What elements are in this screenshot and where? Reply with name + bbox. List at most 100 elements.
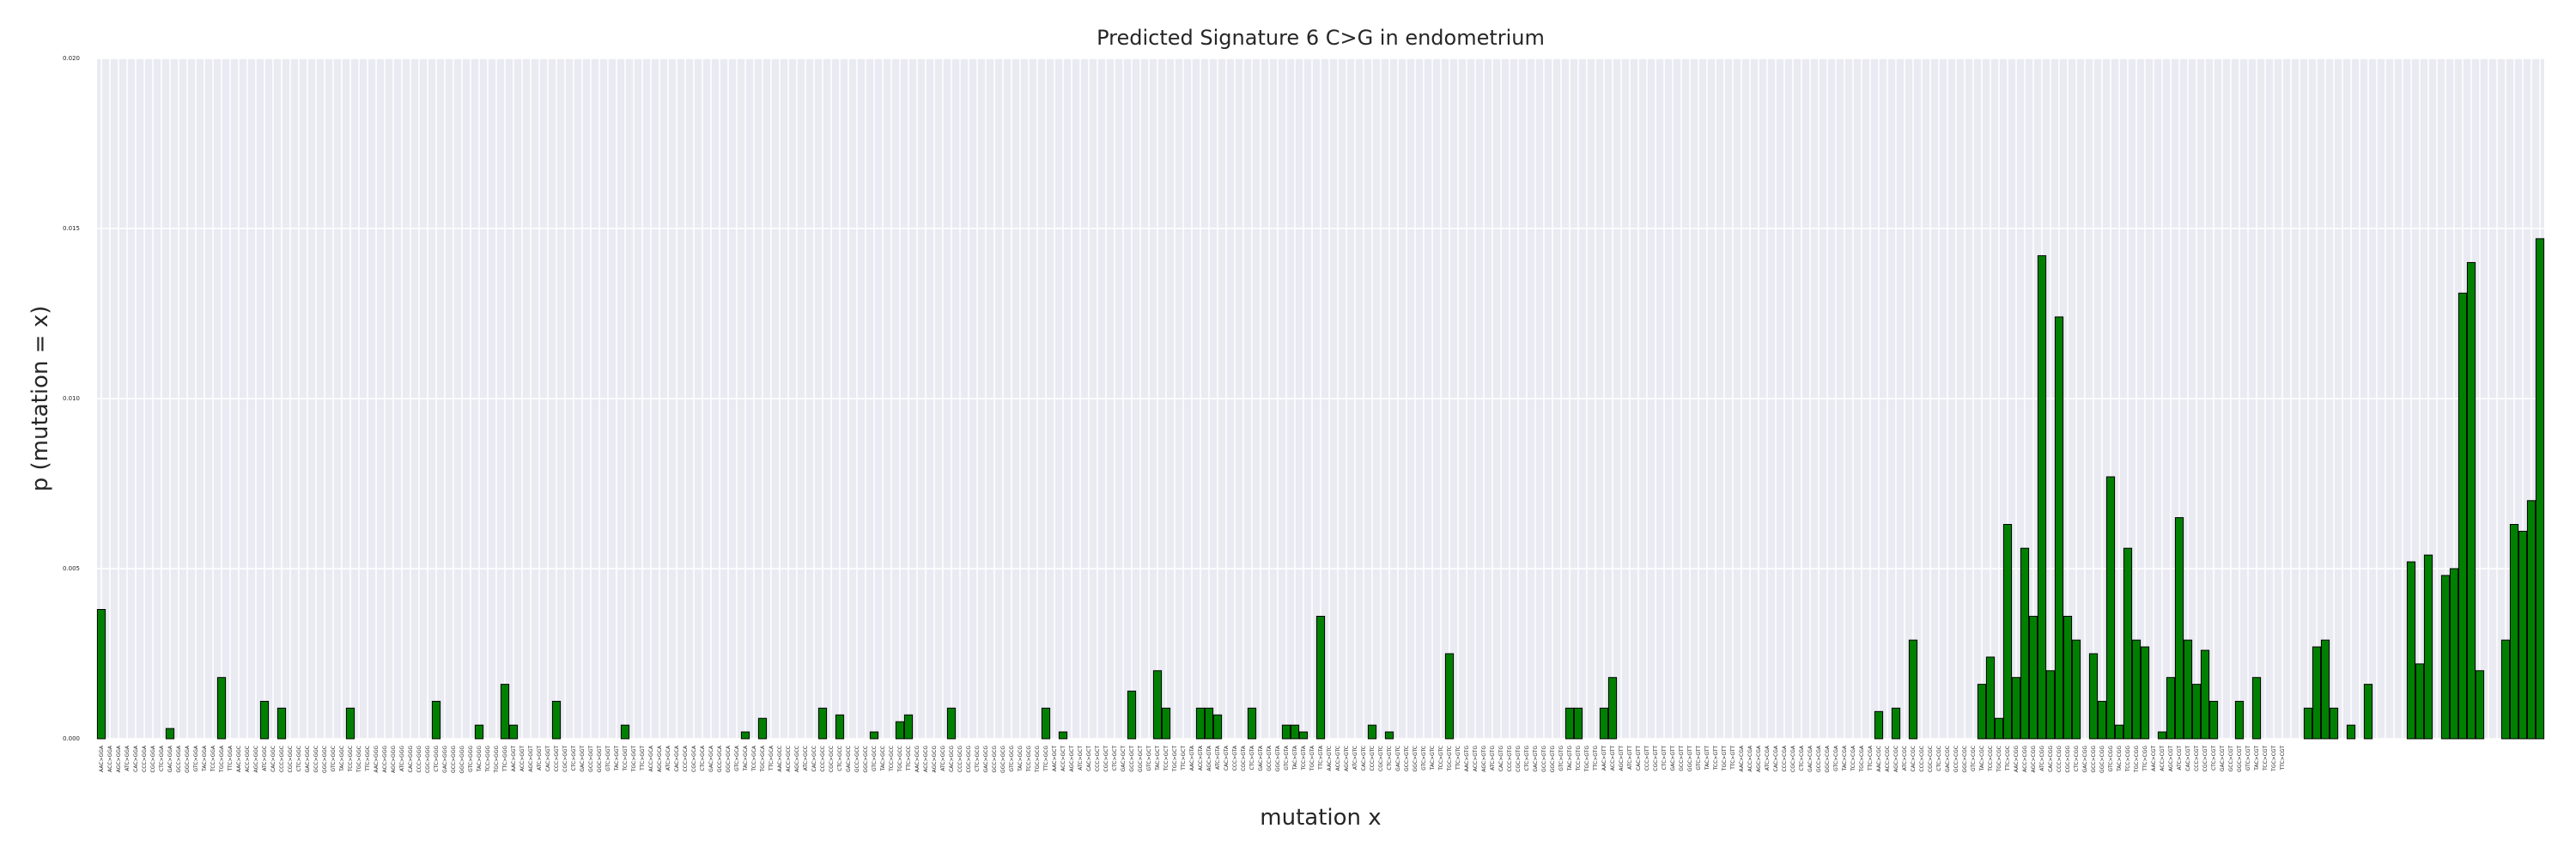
x-tick-label: TTC>GCC <box>906 746 912 771</box>
x-tick-label: GGC>GGA <box>185 745 191 773</box>
chart-title: Predicted Signature 6 C>G in endometrium <box>1097 26 1545 50</box>
x-tick-label: CTC>GTG <box>1524 746 1530 771</box>
x-tick-label: ACC>GGT <box>519 746 526 771</box>
x-tick-label: CGC>GTG <box>1516 746 1522 772</box>
bar <box>2011 677 2021 740</box>
x-tick-label: CCC>CGC <box>1919 746 1925 772</box>
bar <box>2303 707 2313 740</box>
bar <box>2458 292 2468 740</box>
x-tick-label: GTC>GCT <box>1146 746 1152 771</box>
bars-group <box>96 238 2545 740</box>
bar <box>2183 639 2193 740</box>
bar <box>345 707 355 740</box>
x-tick-label: TTC>CGT <box>2280 746 2286 771</box>
x-tick-label: GAC>CGT <box>2220 746 2226 771</box>
x-tick-label: ATC>GGG <box>399 746 405 771</box>
x-tick-label: AAC>CGA <box>1739 745 1745 771</box>
x-tick-label: ACC>GCC <box>786 746 792 771</box>
x-tick-label: GCC>CGC <box>1953 746 1959 772</box>
x-tick-label: GTC>CGA <box>1833 745 1839 771</box>
x-tick-label: CCC>GTC <box>1370 746 1376 771</box>
x-tick-label: GTC>GGT <box>605 746 611 771</box>
x-tick-label: CTC>GTA <box>1249 745 1255 770</box>
x-tick-label: AGC>GTA <box>1206 745 1212 771</box>
x-tick-label: CGC>GCT <box>1103 746 1109 772</box>
bar <box>276 707 287 740</box>
x-tick-label: CCC>GCG <box>957 746 963 772</box>
bar <box>1212 714 1223 740</box>
bar <box>1891 707 1901 740</box>
x-tick-label: TCC>GTC <box>1438 746 1444 771</box>
bar <box>1564 707 1575 740</box>
x-tick-label: AAC>GTC <box>1327 746 1333 771</box>
x-tick-label: GTC>GGC <box>331 746 337 771</box>
bar <box>2251 677 2262 740</box>
x-tick-label: AAC>GTA <box>1189 745 1195 771</box>
bar <box>903 714 914 740</box>
x-tick-label: TGC>CGG <box>2134 746 2140 773</box>
x-tick-label: AGC>GCC <box>794 746 800 772</box>
bar <box>1315 615 1326 740</box>
x-tick-label: TCC>GTA <box>1301 745 1307 771</box>
x-tick-label: GAC>CGA <box>1807 745 1814 772</box>
bar <box>2440 575 2451 740</box>
x-tick-label: CCC>GTG <box>1507 746 1513 772</box>
x-tick-label: CCC>CGT <box>2194 746 2200 771</box>
x-tick-label: ATC>CGT <box>2177 746 2183 771</box>
x-tick-label: CGC>GTT <box>1653 746 1659 771</box>
x-tick-label: CAC>GGG <box>408 746 414 773</box>
bar <box>1195 707 1206 740</box>
y-tick-label: 0.005 <box>63 565 80 572</box>
x-tick-label: CGC>GGT <box>562 746 568 772</box>
x-tick-label: TCC>GGG <box>485 746 491 773</box>
x-tick-label: GCC>GGA <box>176 745 182 772</box>
x-tick-label: GGC>CGT <box>2237 746 2243 772</box>
x-tick-label: CAC>GCG <box>949 746 955 772</box>
bar <box>500 684 510 740</box>
x-tick-label: AAC>CGC <box>1876 746 1882 772</box>
bar <box>740 731 750 740</box>
x-tick-label: TAC>CGT <box>2254 746 2260 771</box>
y-tick-label: 0.000 <box>63 735 80 742</box>
x-tick-label: AAC>GGC <box>236 746 242 772</box>
bar <box>1985 656 1996 740</box>
bar <box>216 677 227 740</box>
x-tick-label: GCC>GGC <box>313 746 319 773</box>
x-tick-label: GTC>GGA <box>193 745 199 771</box>
x-tick-label: TAC>GTC <box>1430 746 1436 771</box>
x-tick-label: TTC>GGC <box>365 746 371 772</box>
x-tick-label: CCC>GGT <box>554 746 560 772</box>
bar <box>2063 615 2073 740</box>
x-tick-label: TGC>GGC <box>356 746 362 773</box>
x-tick-label: ATC>GCC <box>803 746 809 771</box>
x-tick-label: TTC>CGC <box>2005 746 2011 771</box>
x-tick-label: ATC>GTT <box>1627 746 1633 770</box>
x-tick-label: AAC>GCT <box>1052 746 1058 771</box>
x-tick-label: ATC>CGA <box>1765 745 1771 771</box>
x-tick-label: CAC>GTG <box>1498 746 1504 772</box>
x-tick-label: CCC>GCA <box>683 745 689 771</box>
x-tick-label: GGC>CGC <box>1962 746 1968 773</box>
bar <box>2312 646 2322 740</box>
x-tick-label: CGC>CGC <box>1928 746 1934 772</box>
x-tick-label: TTC>GCG <box>1043 746 1049 772</box>
x-tick-label: CAC>GCT <box>1086 746 1092 771</box>
bar <box>259 700 270 740</box>
x-tick-label: TCC>GTG <box>1576 746 1582 772</box>
bar <box>2535 238 2545 740</box>
x-tick-label: ATC>GTG <box>1490 746 1496 771</box>
x-tick-label: ACC>GGG <box>382 746 388 773</box>
x-tick-label: GAC>GGG <box>442 746 448 773</box>
x-tick-label: CGC>CGT <box>2202 746 2208 772</box>
x-tick-label: CAC>CGC <box>1911 746 1917 771</box>
x-tick-label: CGC>CGG <box>2065 746 2071 773</box>
x-tick-label: TAC>CGC <box>1979 746 1985 771</box>
bar <box>1607 677 1618 740</box>
x-tick-label: GTC>GCC <box>872 746 878 771</box>
x-tick-label: GAC>GCT <box>1121 746 1127 772</box>
x-tick-label: TAC>GGG <box>477 746 483 773</box>
bar <box>2037 255 2047 740</box>
bar <box>2114 724 2124 740</box>
x-tick-label: TGC>GGT <box>631 746 637 773</box>
